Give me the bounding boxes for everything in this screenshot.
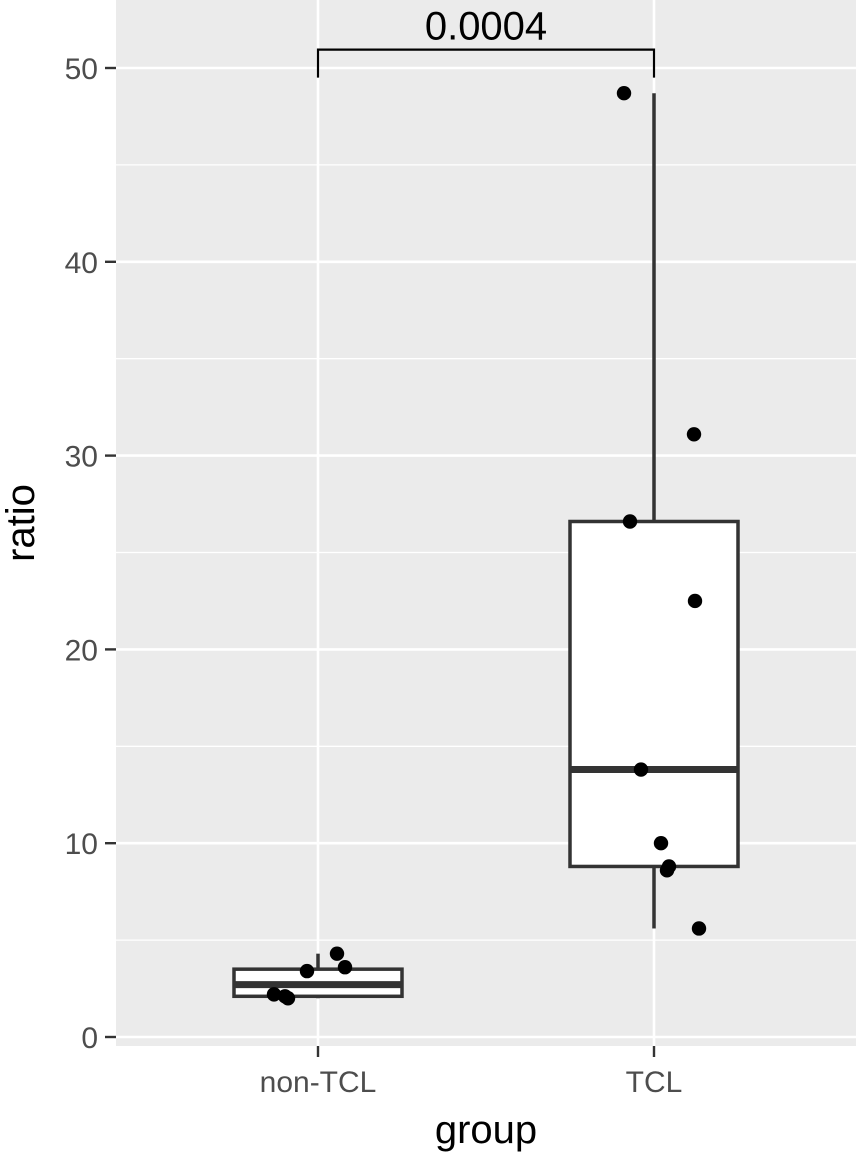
plot-panel (116, 0, 856, 1046)
data-point (616, 85, 632, 101)
boxes (232, 93, 740, 999)
x-tick-label: TCL (626, 1066, 683, 1099)
y-tick-label: 20 (65, 634, 98, 667)
data-point (280, 991, 296, 1006)
data-point (659, 863, 675, 878)
y-axis-title: ratio (0, 484, 43, 562)
data-point (266, 987, 282, 1002)
significance-bracket: 0.0004 (316, 5, 656, 78)
data-point (329, 946, 345, 961)
y-tick-label: 40 (65, 247, 98, 280)
x-tick-label: non-TCL (260, 1066, 377, 1099)
p-value-label: 0.0004 (425, 5, 547, 49)
data-point (299, 963, 315, 979)
y-tick-label: 50 (65, 53, 98, 86)
data-point (686, 427, 702, 442)
x-axis-title: group (435, 1108, 537, 1152)
data-point (633, 762, 649, 777)
y-axis: 0 10 20 30 40 50 (65, 53, 116, 1055)
y-tick-label: 30 (65, 441, 98, 474)
data-point (691, 921, 707, 936)
y-tick-label: 10 (65, 828, 98, 861)
data-point (337, 960, 353, 975)
data-points (266, 85, 707, 1006)
data-point (622, 514, 638, 529)
comparison-bracket (316, 48, 656, 78)
x-axis: non-TCL TCL (260, 1046, 683, 1099)
box-rect (568, 519, 740, 869)
box-tcl (568, 93, 740, 929)
data-point (653, 836, 669, 851)
box-non-tcl (232, 953, 404, 999)
data-point (687, 593, 703, 609)
y-tick-label: 0 (81, 1022, 98, 1055)
